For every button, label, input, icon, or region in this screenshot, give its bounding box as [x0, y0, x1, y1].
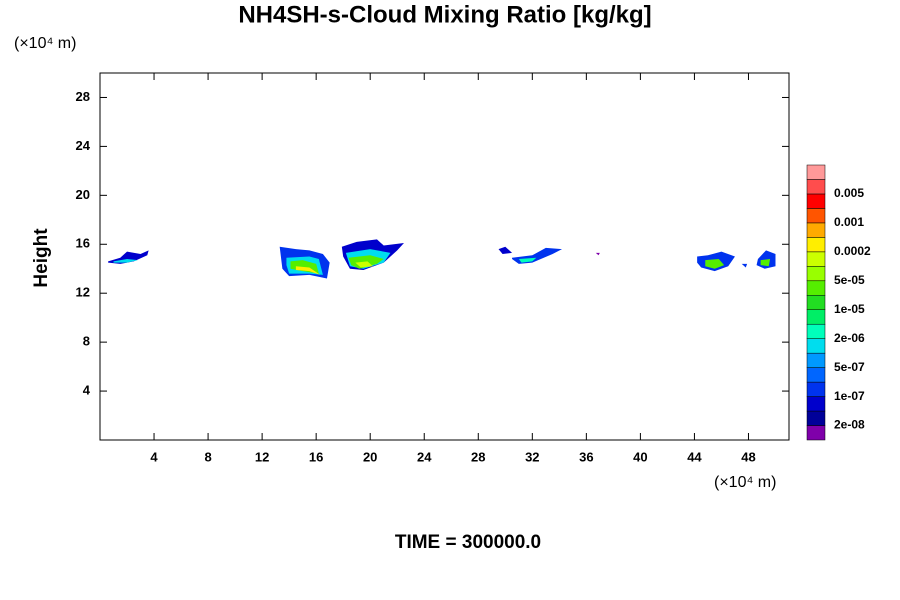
chart-title: NH4SH-s-Cloud Mixing Ratio [kg/kg] [238, 1, 651, 28]
colorbar-label: 0.001 [834, 215, 864, 229]
contour-region [355, 261, 373, 268]
contour-region [741, 263, 748, 268]
x-tick-label: 44 [687, 449, 702, 464]
colorbar-box [806, 352, 826, 368]
colorbar-box [806, 338, 826, 354]
contour-region [518, 257, 537, 263]
colorbar-box [806, 367, 826, 383]
colorbar-box [806, 323, 826, 339]
colorbar-label: 5e-05 [834, 273, 865, 287]
y-unit: (×10⁴ m) [14, 35, 76, 52]
colorbar-box [806, 295, 826, 310]
x-unit: (×10⁴ m) [714, 474, 776, 491]
colorbar-box [806, 208, 826, 224]
contour-region [113, 258, 138, 263]
colorbar-label: 0.0002 [834, 244, 871, 258]
contour-region [705, 258, 725, 269]
colorbar-box [806, 381, 826, 397]
colorbar-box [806, 251, 826, 267]
y-tick-label: 24 [76, 138, 91, 153]
colorbar-label: 2e-08 [834, 418, 865, 432]
colorbar-box [806, 309, 826, 325]
y-tick-label: 28 [76, 89, 90, 104]
contour-region [498, 246, 513, 255]
colorbar-label: 1e-05 [834, 302, 865, 316]
colorbar-box [806, 425, 826, 441]
contour-region [760, 258, 771, 267]
x-tick-label: 12 [255, 449, 269, 464]
colorbar-box [806, 237, 826, 253]
x-tick-label: 20 [363, 449, 377, 464]
colorbar-box [806, 280, 826, 296]
y-tick-label: 12 [76, 285, 90, 300]
colorbar-box [806, 193, 826, 209]
colorbar-box [806, 222, 826, 238]
y-axis-label: Height [31, 228, 52, 288]
y-tick-label: 16 [76, 236, 90, 251]
colorbar-label: 1e-07 [834, 389, 865, 403]
time-label: TIME = 300000.0 [395, 532, 541, 553]
contour-region [295, 266, 321, 275]
y-tick-label: 8 [83, 334, 90, 349]
colorbar-box [806, 164, 826, 180]
x-tick-label: 40 [633, 449, 647, 464]
x-tick-label: 4 [150, 449, 158, 464]
colorbar-label: 2e-06 [834, 331, 865, 345]
colorbar-box [806, 179, 826, 195]
y-tick-label: 20 [76, 187, 90, 202]
x-tick-label: 8 [204, 449, 211, 464]
colorbar-label: 0.005 [834, 186, 864, 200]
contour-region [512, 247, 563, 264]
x-tick-label: 28 [471, 449, 485, 464]
y-tick-label: 4 [83, 383, 91, 398]
contour-region [595, 252, 600, 256]
colorbar-box [806, 396, 826, 412]
plot-frame [99, 72, 790, 441]
colorbar-label: 5e-07 [834, 360, 865, 374]
colorbar-box [806, 266, 826, 282]
x-tick-label: 36 [579, 449, 593, 464]
x-tick-label: 16 [309, 449, 323, 464]
x-tick-label: 48 [741, 449, 755, 464]
colorbar-box [806, 410, 826, 426]
contour-region [108, 250, 149, 264]
x-tick-label: 24 [417, 449, 432, 464]
x-tick-label: 32 [525, 449, 539, 464]
